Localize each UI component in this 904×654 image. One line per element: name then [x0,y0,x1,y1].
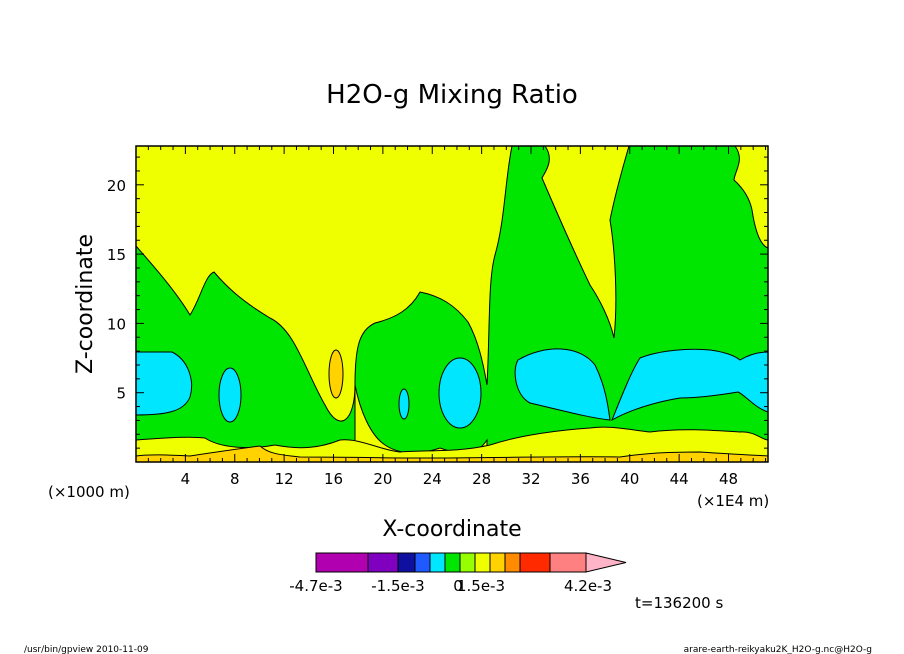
colorbar-label: -1.5e-3 [371,577,424,595]
contour-yellow-lower-band [136,426,768,462]
x-tick-label: 16 [324,470,343,488]
x-tick-label: 44 [670,470,689,488]
contour-field [136,146,768,462]
y-tick-label: 10 [107,315,126,333]
x-tick-label: 36 [571,470,590,488]
chart-title: H2O-g Mixing Ratio [326,80,578,110]
time-label: t=136200 s [635,594,723,612]
colorbar-cell [397,552,416,573]
colorbar-arrow [585,552,627,573]
x-unit-right: (×1E4 m) [697,492,769,510]
colorbar-label: -4.7e-3 [289,577,342,595]
contour-green-region [136,146,768,462]
colorbar-cell [489,552,506,573]
colorbar-cell [474,552,491,573]
colorbar-cell [414,552,431,573]
colorbar-cell [549,552,587,573]
colorbar-cell [367,552,399,573]
contour-cyan-mid [438,357,482,429]
colorbar-cell [459,552,476,573]
colorbar-cell [519,552,551,573]
colorbar-label: 4.2e-3 [564,577,612,595]
contour-cyan-small-2 [398,388,410,420]
colorbar-cell [429,552,446,573]
x-tick-label: 28 [472,470,491,488]
colorbar-labels: -4.7e-3 -1.5e-3 01.5e-3 4.2e-3 [289,577,612,595]
colorbar-label: 1.5e-3 [457,577,505,595]
x-tick-label: 40 [620,470,639,488]
y-tick-label: 5 [116,385,126,403]
x-tick-label: 48 [719,470,738,488]
footer-left: /usr/bin/gpview 2010-11-09 [24,645,149,654]
y-tick-label: 20 [107,177,126,195]
plot-frame [135,145,769,463]
y-axis: 5 10 15 20 [107,156,768,449]
contour-orange-lens [328,349,344,399]
x-unit-left: (×1000 m) [48,483,130,501]
x-axis-label: X-coordinate [382,517,521,542]
x-tick-label: 24 [423,470,442,488]
colorbar [315,552,627,573]
x-tick-label: 20 [373,470,392,488]
x-tick-label: 4 [181,470,191,488]
footer-right: arare-earth-reikyaku2K_H2O-g.nc@H2O-g [684,645,872,654]
contour-cyan-right [514,348,768,422]
contour-cyan-left [136,351,193,416]
colorbar-cell [504,552,521,573]
x-tick-label: 32 [521,470,540,488]
y-axis-label: Z-coordinate [73,234,98,374]
colorbar-label: 0 [453,577,463,595]
colorbar-cell [444,552,461,573]
y-tick-label: 15 [107,246,126,264]
x-tick-label: 12 [275,470,294,488]
x-tick-label: 8 [230,470,240,488]
x-axis: 4 8 12 16 20 24 28 32 36 40 44 48 [147,146,767,488]
colorbar-cell [315,552,369,573]
contour-cyan-small-1 [218,367,242,423]
